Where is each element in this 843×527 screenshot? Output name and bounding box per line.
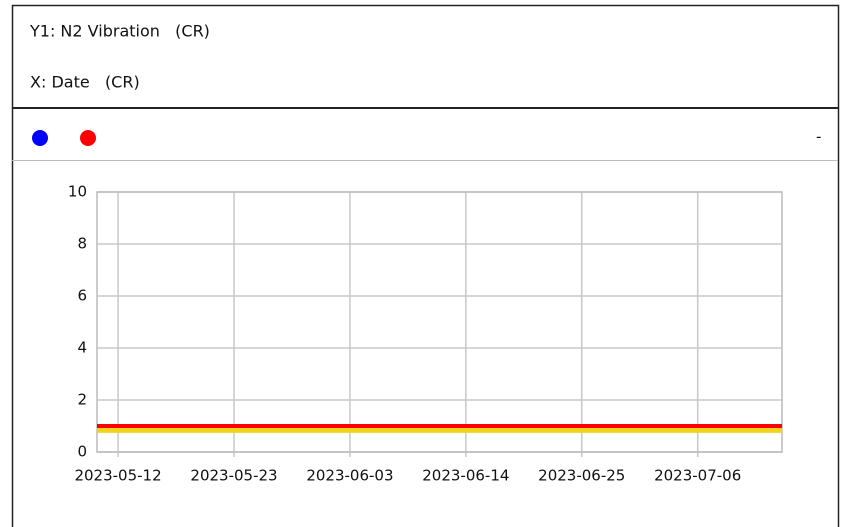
x-axis-label: X: Date (CR) bbox=[30, 73, 140, 92]
y-tick-label: 4 bbox=[77, 339, 87, 357]
y-tick-label: 2 bbox=[77, 391, 87, 409]
y-tick-label: 6 bbox=[77, 287, 87, 305]
legend-marker bbox=[32, 130, 48, 146]
x-tick-label: 2023-06-25 bbox=[538, 467, 625, 485]
legend-marker bbox=[80, 130, 96, 146]
legend-text: - bbox=[816, 128, 821, 146]
x-tick-label: 2023-06-03 bbox=[306, 467, 393, 485]
panel-border bbox=[11, 4, 840, 527]
y-tick-label: 0 bbox=[77, 443, 87, 461]
y-tick-label: 8 bbox=[77, 235, 87, 253]
x-tick-label: 2023-05-12 bbox=[74, 467, 161, 485]
y-axis-label: Y1: N2 Vibration (CR) bbox=[29, 22, 210, 41]
y-tick-label: 10 bbox=[68, 183, 87, 201]
x-tick-label: 2023-06-14 bbox=[422, 467, 509, 485]
plot-border bbox=[96, 191, 783, 453]
x-tick-label: 2023-07-06 bbox=[654, 467, 741, 485]
x-tick-label: 2023-05-23 bbox=[190, 467, 277, 485]
